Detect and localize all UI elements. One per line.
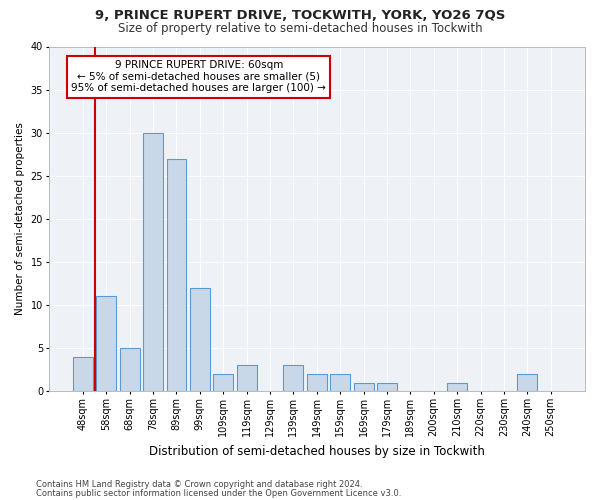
Bar (97, 296, 116, 391)
Bar (120, 348, 140, 391)
X-axis label: Distribution of semi-detached houses by size in Tockwith: Distribution of semi-detached houses by … (149, 444, 485, 458)
Bar (190, 288, 210, 391)
Text: 9, PRINCE RUPERT DRIVE, TOCKWITH, YORK, YO26 7QS: 9, PRINCE RUPERT DRIVE, TOCKWITH, YORK, … (95, 9, 505, 22)
Text: Contains public sector information licensed under the Open Government Licence v3: Contains public sector information licen… (36, 488, 401, 498)
Bar (167, 158, 187, 391)
Bar (237, 366, 257, 391)
Bar (283, 366, 304, 391)
Bar (214, 374, 233, 391)
Bar (517, 374, 537, 391)
Bar (73, 357, 93, 391)
Text: 9 PRINCE RUPERT DRIVE: 60sqm
← 5% of semi-detached houses are smaller (5)
95% of: 9 PRINCE RUPERT DRIVE: 60sqm ← 5% of sem… (71, 60, 326, 94)
Bar (143, 132, 163, 391)
Text: Contains HM Land Registry data © Crown copyright and database right 2024.: Contains HM Land Registry data © Crown c… (36, 480, 362, 489)
Bar (377, 382, 397, 391)
Y-axis label: Number of semi-detached properties: Number of semi-detached properties (15, 122, 25, 316)
Text: Size of property relative to semi-detached houses in Tockwith: Size of property relative to semi-detach… (118, 22, 482, 35)
Bar (353, 382, 374, 391)
Bar (307, 374, 327, 391)
Bar (447, 382, 467, 391)
Bar (330, 374, 350, 391)
